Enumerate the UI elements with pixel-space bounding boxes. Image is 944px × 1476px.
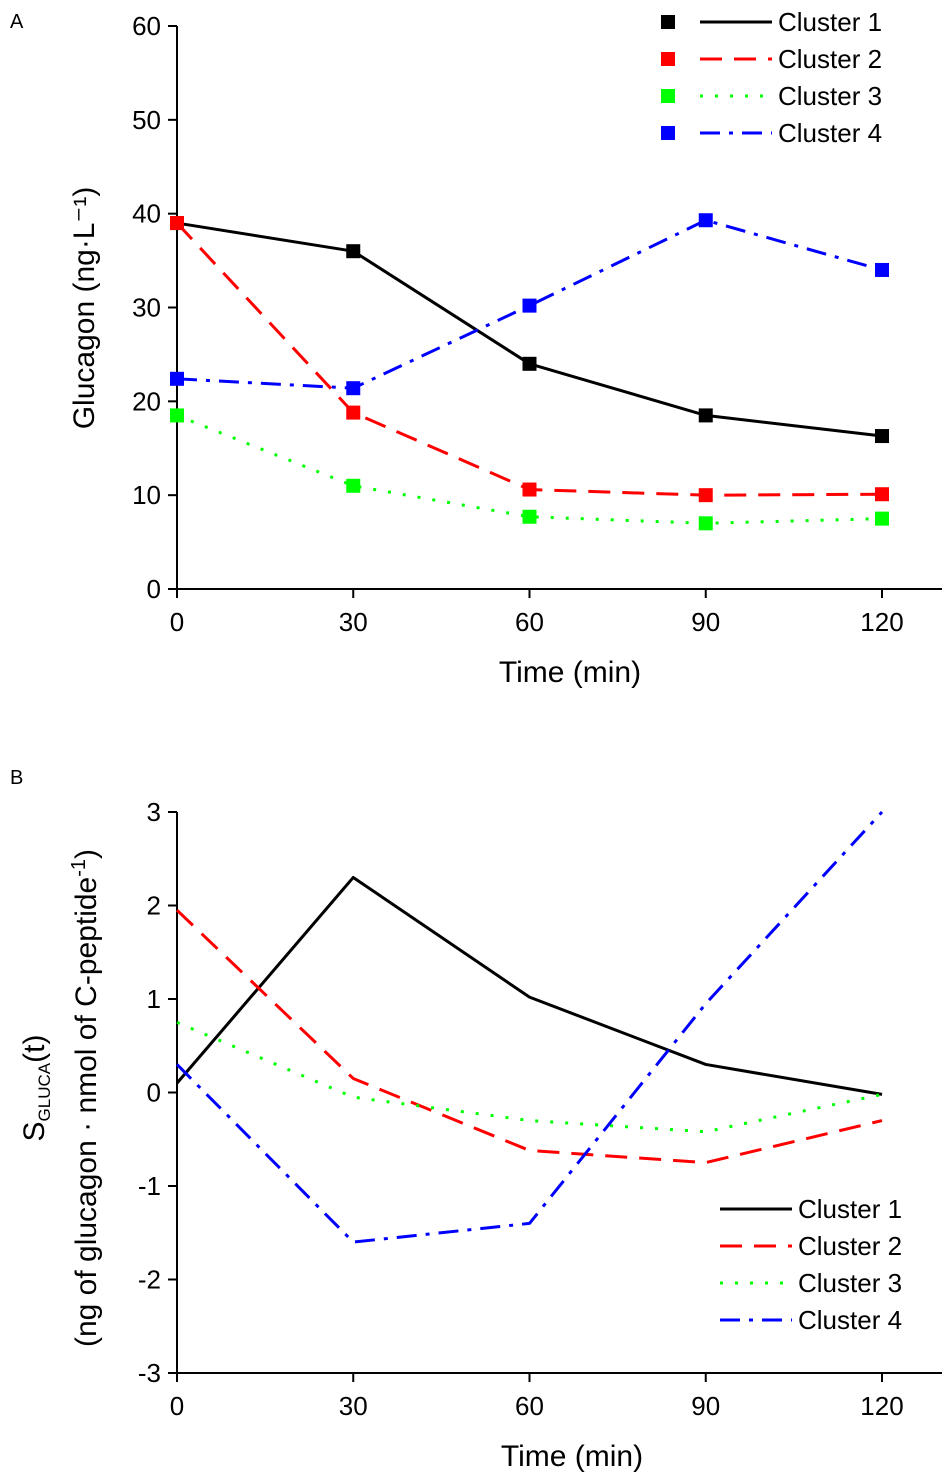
panel-b-y-axis-subtitle: (ng of glucagon · nmol of C-peptide-1) <box>68 849 103 1347</box>
panel-a-x-tick-label: 0 <box>170 607 184 637</box>
panel-b-x-tick-label: 90 <box>691 1391 720 1421</box>
panel-a-series-4-marker <box>522 298 537 313</box>
panel-b-legend-label-2: Cluster 2 <box>798 1231 902 1261</box>
panel-a-series-1-marker <box>875 429 889 444</box>
panel-b-y-title-tail: (t) <box>18 1035 51 1063</box>
panel-b-y-tick-label: -1 <box>138 1171 161 1201</box>
panel-b-y-tick-label: 2 <box>147 891 161 921</box>
panel-a-y-axis-title: Glucagon (ng·L⁻¹) <box>68 187 101 430</box>
panel-b-y-tick-label: 0 <box>147 1078 161 1108</box>
panel-b-y-subtitle-tail: ) <box>70 849 103 859</box>
panel-a-y-tick-label: 50 <box>132 105 161 135</box>
panel-a-y-tick-label: 30 <box>132 293 161 323</box>
panel-a-series-4-marker <box>698 213 713 228</box>
panel-a-series-2-marker <box>698 488 713 503</box>
panel-a-series-2-marker <box>170 216 184 231</box>
panel-a-legend-marker-2 <box>661 52 675 66</box>
panel-b-x-tick-label: 60 <box>515 1391 544 1421</box>
panel-a-plot-area: 0 10 20 30 40 50 60 0 30 60 90 120 Cluster 1 Cluster … <box>132 7 942 637</box>
panel-a-legend-label-3: Cluster 3 <box>778 81 882 111</box>
panel-a-series-1-line <box>176 221 883 438</box>
panel-a-legend-label-4: Cluster 4 <box>778 118 882 148</box>
panel-b-series-4-line <box>175 810 884 1244</box>
panel-b-series-1-line <box>175 875 883 1096</box>
panel-a-series-2-marker <box>346 405 361 420</box>
panel-b-x-tick-label: 30 <box>339 1391 368 1421</box>
panel-b-y-tick-label: -2 <box>138 1265 161 1295</box>
panel-b-y-axis-title: SGLUCA(t) <box>18 1035 54 1142</box>
panel-a-series-4-marker <box>875 262 889 277</box>
panel-a-series-4-marker <box>346 381 361 396</box>
panel-a-y-tick-label: 20 <box>132 386 161 416</box>
panel-a-series-3-marker <box>170 408 184 423</box>
panel-a-series-4-marker <box>170 371 184 386</box>
panel-b-y-tick-label: 3 <box>147 797 161 827</box>
panel-a-y-tick-label: 0 <box>147 574 161 604</box>
panel-a-x-axis-title: Time (min) <box>499 656 641 689</box>
panel-a: A 0 10 20 30 40 50 60 0 30 60 90 120 Cluster 1 Cluste… <box>10 7 942 689</box>
panel-a-legend-marker-3 <box>661 89 675 103</box>
panel-a-series-1-marker <box>698 408 713 423</box>
panel-a-legend-label-1: Cluster 1 <box>778 7 882 37</box>
panel-a-y-tick-label: 10 <box>132 480 161 510</box>
panel-b-x-axis-title: Time (min) <box>501 1440 643 1473</box>
panel-a-y-tick-label: 60 <box>132 11 161 41</box>
panel-b-x-tick-label: 0 <box>170 1391 184 1421</box>
panel-a-series-3-line <box>176 414 883 525</box>
panel-a-letter: A <box>10 11 24 33</box>
panel-a-y-tick-label: 40 <box>132 199 161 229</box>
panel-a-x-tick-label: 60 <box>515 607 544 637</box>
panel-b-y-title-sub: GLUCA <box>35 1062 54 1121</box>
panel-b-y-subtitle-main: (ng of glucagon · nmol of C-peptide <box>70 877 103 1347</box>
panel-b-legend-label-3: Cluster 3 <box>798 1268 902 1298</box>
panel-a-legend-label-2: Cluster 2 <box>778 44 882 74</box>
panel-a-legend-marker-4 <box>661 126 675 140</box>
panel-a-series-2-marker <box>522 482 537 497</box>
panel-b-legend-label-4: Cluster 4 <box>798 1305 902 1335</box>
panel-a-x-tick-label: 120 <box>860 607 903 637</box>
panel-a-series-3-marker <box>698 516 713 531</box>
panel-a-x-tick-label: 90 <box>691 607 720 637</box>
panel-b-y-title-main: S <box>18 1121 51 1141</box>
panel-a-series-1-marker <box>346 244 361 259</box>
panel-b-x-tick-label: 120 <box>860 1391 903 1421</box>
panel-b-series-2-line <box>175 909 883 1165</box>
panel-b-legend-label-1: Cluster 1 <box>798 1194 902 1224</box>
panel-a-series-3-marker <box>346 478 361 493</box>
panel-a-legend-marker-1 <box>661 15 675 29</box>
panel-a-series-1-marker <box>522 356 537 371</box>
panel-b-letter: B <box>10 767 23 789</box>
panel-b-y-tick-label: 1 <box>147 984 161 1014</box>
panel-b-y-subtitle-sup: -1 <box>68 859 90 877</box>
panel-a-series-2-marker <box>875 487 889 502</box>
panel-a-series-3-marker <box>522 509 537 524</box>
panel-b-y-tick-label: -3 <box>138 1358 161 1388</box>
panel-a-x-tick-label: 30 <box>339 607 368 637</box>
panel-a-series-3-marker <box>875 511 889 526</box>
